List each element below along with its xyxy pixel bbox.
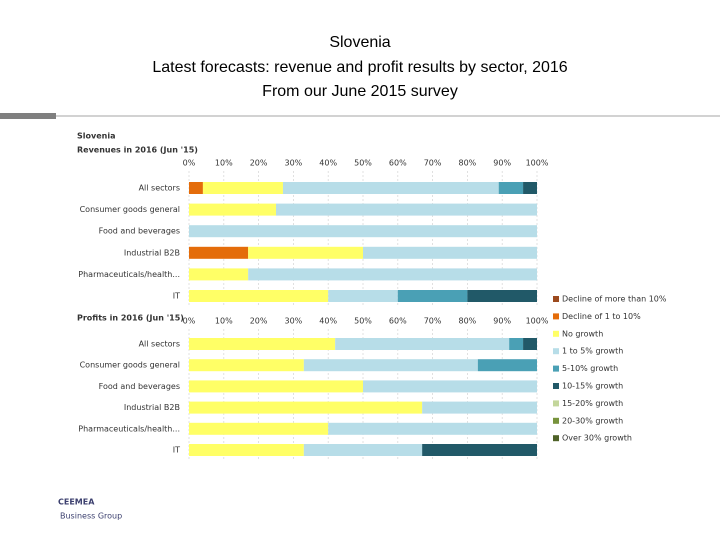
category-label: Pharmaceuticals/health...	[78, 270, 180, 279]
bar-segment	[509, 338, 524, 350]
x-tick-label: 40%	[319, 317, 337, 326]
bar-segment	[477, 359, 537, 372]
logo-tagline: Business Group	[60, 512, 122, 521]
category-label: IT	[173, 446, 180, 455]
x-tick-label: 30%	[285, 317, 303, 326]
x-tick-label: 20%	[250, 159, 268, 168]
bar-segment	[189, 444, 304, 456]
accent-bar	[0, 113, 56, 119]
legend-label: Decline of more than 10%	[562, 295, 667, 304]
legend-swatch	[553, 400, 559, 407]
legend-label: 15-20% growth	[562, 399, 623, 408]
legend-swatch	[553, 383, 559, 389]
logo-name: CEEMEA	[58, 498, 95, 507]
legend-label: 20-30% growth	[562, 416, 623, 425]
x-tick-label: 90%	[493, 159, 511, 168]
bar-segment	[189, 422, 329, 435]
bar-segment	[189, 380, 363, 393]
x-tick-label: 90%	[493, 317, 511, 326]
bar-segment	[189, 268, 249, 281]
bar-segment	[282, 182, 499, 194]
bar-segment	[189, 401, 423, 414]
bar-segment	[328, 290, 398, 302]
bar-segment	[467, 290, 537, 302]
x-tick-label: 80%	[459, 317, 477, 326]
x-tick-label: 50%	[354, 159, 372, 168]
bar-segment	[202, 182, 283, 194]
category-label: Consumer goods general	[80, 361, 180, 370]
x-tick-label: 70%	[424, 159, 442, 168]
category-label: Industrial B2B	[124, 248, 180, 257]
bar-segment	[189, 359, 304, 372]
bar-segment	[189, 203, 276, 216]
x-tick-label: 0%	[183, 317, 196, 326]
chart-title: Slovenia	[77, 132, 115, 141]
bar-segment	[189, 290, 329, 302]
slide-subtitle: Latest forecasts: revenue and profit res…	[152, 59, 567, 76]
bar-segment	[328, 422, 537, 435]
legend-swatch	[553, 417, 559, 424]
bar-segment	[523, 338, 537, 350]
legend-swatch	[553, 313, 559, 320]
x-tick-label: 70%	[424, 317, 442, 326]
legend-swatch	[553, 330, 559, 337]
x-tick-label: 30%	[285, 159, 303, 168]
legend-label: 1 to 5% growth	[562, 347, 623, 356]
bar-segment	[189, 225, 537, 238]
bar-segment	[303, 444, 423, 456]
category-label: Food and beverages	[99, 227, 180, 236]
legend-swatch	[553, 348, 559, 355]
category-label: IT	[173, 292, 180, 301]
legend-label: Decline of 1 to 10%	[562, 312, 641, 321]
category-label: Consumer goods general	[80, 205, 180, 214]
bar-segment	[248, 246, 363, 259]
x-tick-label: 0%	[183, 159, 196, 168]
legend-label: 5-10% growth	[562, 364, 618, 373]
chart-subtitle: Revenues in 2016 (Jun '15)	[77, 146, 198, 155]
legend-swatch	[553, 365, 559, 372]
category-label: All sectors	[139, 340, 180, 349]
x-tick-label: 20%	[250, 317, 268, 326]
legend-label: Over 30% growth	[562, 434, 632, 443]
x-tick-label: 100%	[526, 317, 549, 326]
bar-segment	[363, 380, 537, 393]
bar-segment	[189, 338, 336, 350]
x-tick-label: 40%	[319, 159, 337, 168]
bar-segment	[498, 182, 524, 194]
bar-segment	[303, 359, 478, 372]
legend-swatch	[553, 296, 559, 302]
category-label: Food and beverages	[99, 382, 180, 391]
category-label: Industrial B2B	[124, 403, 180, 412]
bar-segment	[523, 182, 537, 194]
bar-segment	[248, 268, 537, 281]
bar-segment	[422, 401, 537, 414]
category-label: All sectors	[139, 184, 180, 193]
slide-title: Slovenia	[329, 34, 390, 51]
bar-segment	[422, 444, 537, 456]
bar-segment	[397, 290, 468, 302]
legend-label: No growth	[562, 329, 603, 338]
bar-segment	[189, 182, 203, 194]
legend-swatch	[553, 435, 559, 442]
x-tick-label: 60%	[389, 159, 407, 168]
bar-segment	[276, 203, 537, 216]
x-tick-label: 50%	[354, 317, 372, 326]
x-tick-label: 60%	[389, 317, 407, 326]
slide-note: From our June 2015 survey	[262, 83, 458, 100]
legend-label: 10-15% growth	[562, 382, 623, 391]
x-tick-label: 10%	[215, 159, 233, 168]
bar-segment	[363, 246, 537, 259]
category-label: Pharmaceuticals/health...	[78, 424, 180, 433]
x-tick-label: 100%	[526, 159, 549, 168]
chart-title: Profits in 2016 (Jun '15)	[77, 314, 184, 323]
x-tick-label: 10%	[215, 317, 233, 326]
x-tick-label: 80%	[459, 159, 477, 168]
bar-segment	[335, 338, 510, 350]
bar-segment	[189, 246, 249, 259]
